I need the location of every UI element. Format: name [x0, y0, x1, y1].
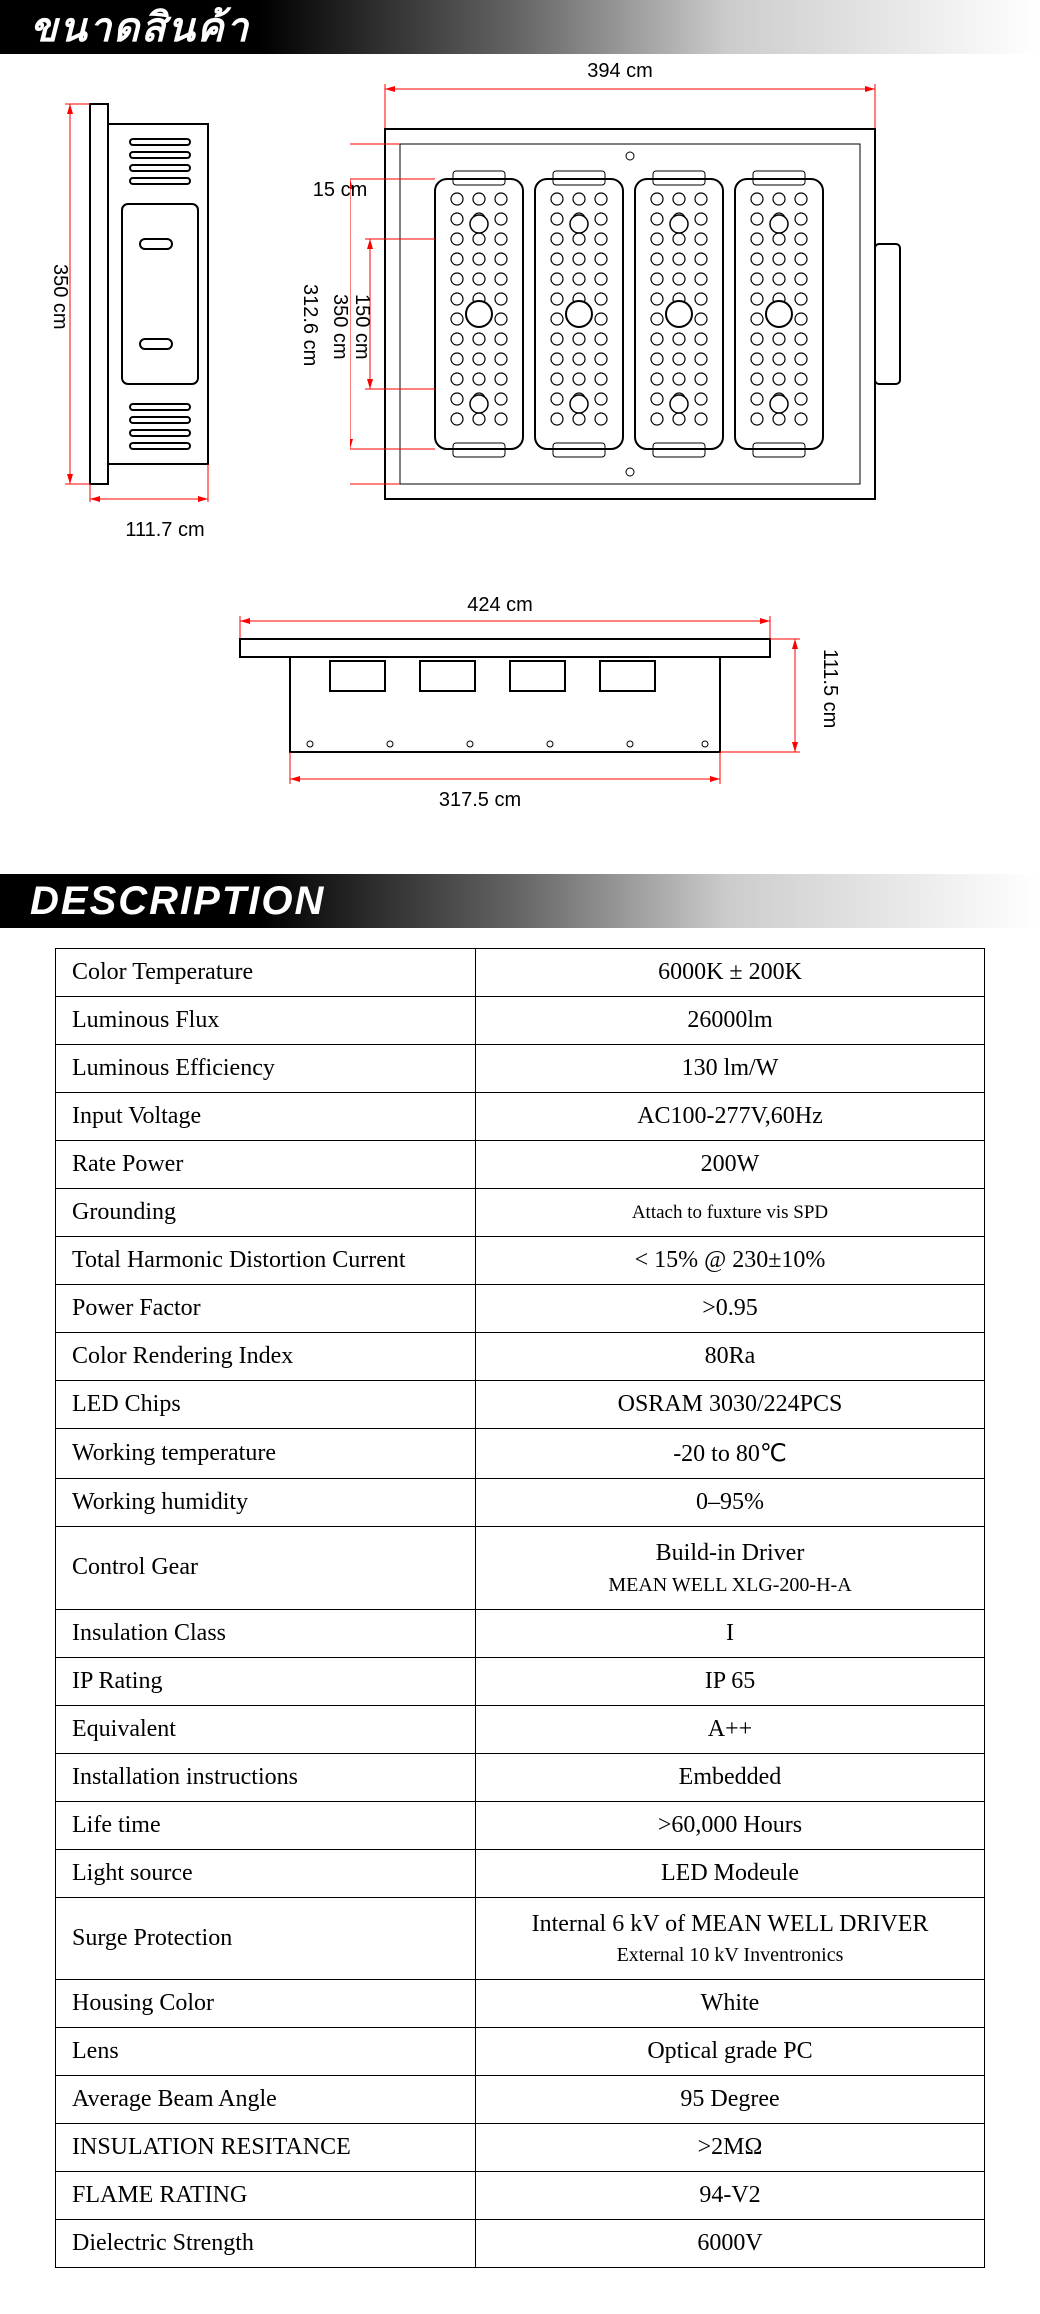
spec-label: Lens [56, 2028, 476, 2076]
spec-value: >0.95 [476, 1285, 985, 1333]
spec-row: Input VoltageAC100-277V,60Hz [56, 1093, 985, 1141]
dim-424: 424 cm [440, 594, 560, 617]
spec-label: Working humidity [56, 1479, 476, 1527]
spec-label: Grounding [56, 1189, 476, 1237]
spec-row: Rate Power200W [56, 1141, 985, 1189]
description-title: DESCRIPTION [30, 879, 325, 924]
front-view [350, 74, 910, 514]
spec-row: Housing ColorWhite [56, 1980, 985, 2028]
spec-row: Control GearBuild-in DriverMEAN WELL XLG… [56, 1527, 985, 1610]
dim-15: 15 cm [310, 179, 370, 202]
dim-150: 150 cm [350, 294, 373, 360]
spec-row: Insulation ClassI [56, 1609, 985, 1657]
spec-value: A++ [476, 1705, 985, 1753]
spec-value: -20 to 80℃ [476, 1429, 985, 1479]
spec-row: Life time>60,000 Hours [56, 1801, 985, 1849]
spec-label: Equivalent [56, 1705, 476, 1753]
spec-label: Rate Power [56, 1141, 476, 1189]
spec-label: Average Beam Angle [56, 2076, 476, 2124]
spec-value: 200W [476, 1141, 985, 1189]
spec-value: LED Modeule [476, 1849, 985, 1897]
spec-row: EquivalentA++ [56, 1705, 985, 1753]
spec-label: Life time [56, 1801, 476, 1849]
spec-value: IP 65 [476, 1657, 985, 1705]
spec-label: Housing Color [56, 1980, 476, 2028]
technical-diagram: 350 cm 111.7 cm [0, 54, 1040, 874]
spec-row: LED ChipsOSRAM 3030/224PCS [56, 1381, 985, 1429]
spec-value: >60,000 Hours [476, 1801, 985, 1849]
spec-label: Light source [56, 1849, 476, 1897]
spec-label: Control Gear [56, 1527, 476, 1610]
spec-value: OSRAM 3030/224PCS [476, 1381, 985, 1429]
spec-row: FLAME RATING94-V2 [56, 2172, 985, 2220]
spec-label: Working temperature [56, 1429, 476, 1479]
spec-row: Surge ProtectionInternal 6 kV of MEAN WE… [56, 1897, 985, 1980]
side-view [60, 84, 230, 504]
spec-value: AC100-277V,60Hz [476, 1093, 985, 1141]
dim-111-7: 111.7 cm [105, 519, 225, 542]
spec-value: 6000K ± 200K [476, 949, 985, 997]
spec-label: Power Factor [56, 1285, 476, 1333]
spec-label: Total Harmonic Distortion Current [56, 1237, 476, 1285]
dim-350: 350 cm [48, 264, 71, 330]
spec-row: Luminous Flux26000lm [56, 997, 985, 1045]
dimensions-header: ขนาดสินค้า [0, 0, 1040, 54]
spec-label: Dielectric Strength [56, 2220, 476, 2268]
spec-value: White [476, 1980, 985, 2028]
spec-value: 94-V2 [476, 2172, 985, 2220]
spec-label: Input Voltage [56, 1093, 476, 1141]
bottom-view [210, 609, 830, 809]
spec-row: Color Temperature6000K ± 200K [56, 949, 985, 997]
dim-350b: 350 cm [328, 294, 351, 360]
spec-value: Build-in DriverMEAN WELL XLG-200-H-A [476, 1527, 985, 1610]
spec-value: Internal 6 kV of MEAN WELL DRIVERExterna… [476, 1897, 985, 1980]
dim-394: 394 cm [560, 60, 680, 83]
spec-value: 80Ra [476, 1333, 985, 1381]
spec-label: Surge Protection [56, 1897, 476, 1980]
spec-row: Light sourceLED Modeule [56, 1849, 985, 1897]
spec-value: Embedded [476, 1753, 985, 1801]
spec-row: Working humidity0–95% [56, 1479, 985, 1527]
spec-row: LensOptical grade PC [56, 2028, 985, 2076]
spec-row: INSULATION RESITANCE>2MΩ [56, 2124, 985, 2172]
spec-row: Average Beam Angle95 Degree [56, 2076, 985, 2124]
spec-table: Color Temperature6000K ± 200KLuminous Fl… [55, 948, 985, 2268]
spec-row: Dielectric Strength6000V [56, 2220, 985, 2268]
spec-value: 95 Degree [476, 2076, 985, 2124]
spec-row: Total Harmonic Distortion Current< 15% @… [56, 1237, 985, 1285]
spec-label: LED Chips [56, 1381, 476, 1429]
spec-row: Working temperature-20 to 80℃ [56, 1429, 985, 1479]
spec-label: IP Rating [56, 1657, 476, 1705]
spec-row: Luminous Efficiency130 lm/W [56, 1045, 985, 1093]
spec-label: Insulation Class [56, 1609, 476, 1657]
spec-label: Color Temperature [56, 949, 476, 997]
description-header: DESCRIPTION [0, 874, 1040, 928]
dim-111-5: 111.5 cm [818, 649, 841, 728]
spec-row: Power Factor>0.95 [56, 1285, 985, 1333]
spec-value: 0–95% [476, 1479, 985, 1527]
spec-value: Attach to fuxture vis SPD [476, 1189, 985, 1237]
spec-label: Color Rendering Index [56, 1333, 476, 1381]
spec-row: GroundingAttach to fuxture vis SPD [56, 1189, 985, 1237]
spec-value: >2MΩ [476, 2124, 985, 2172]
dimensions-title: ขนาดสินค้า [30, 0, 250, 59]
spec-label: Luminous Flux [56, 997, 476, 1045]
spec-value: < 15% @ 230±10% [476, 1237, 985, 1285]
dim-317-5: 317.5 cm [420, 789, 540, 812]
spec-value: 130 lm/W [476, 1045, 985, 1093]
spec-label: Luminous Efficiency [56, 1045, 476, 1093]
spec-label: FLAME RATING [56, 2172, 476, 2220]
spec-value: 6000V [476, 2220, 985, 2268]
spec-value: I [476, 1609, 985, 1657]
spec-row: Installation instructionsEmbedded [56, 1753, 985, 1801]
spec-label: INSULATION RESITANCE [56, 2124, 476, 2172]
spec-value: Optical grade PC [476, 2028, 985, 2076]
spec-value: 26000lm [476, 997, 985, 1045]
spec-row: Color Rendering Index80Ra [56, 1333, 985, 1381]
dim-312-6: 312.6 cm [298, 284, 321, 366]
spec-label: Installation instructions [56, 1753, 476, 1801]
spec-row: IP RatingIP 65 [56, 1657, 985, 1705]
